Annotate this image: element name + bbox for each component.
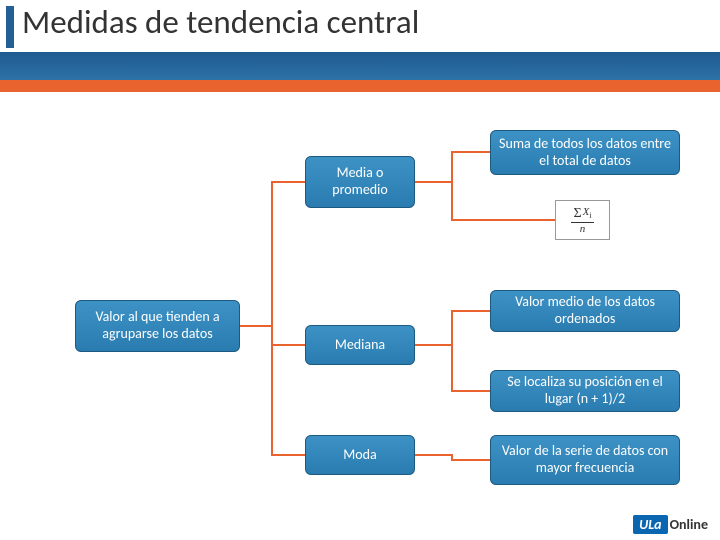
- edge-root-moda: [240, 326, 305, 455]
- slide-title: Medidas de tendencia central: [22, 2, 419, 42]
- edge-root-mediana: [240, 326, 305, 345]
- edge-media-formula: [415, 182, 555, 220]
- title-accent-bar: [6, 6, 14, 48]
- header-orange-band: [0, 80, 720, 92]
- slide-header: Medidas de tendencia central: [0, 0, 720, 95]
- node-moda: Moda: [305, 435, 415, 475]
- edge-moda-moda_def: [415, 455, 490, 460]
- edge-root-media: [240, 182, 305, 326]
- edge-mediana-mediana_def2: [415, 345, 490, 391]
- formula-denominator: n: [580, 223, 586, 235]
- diagram-area: Valor al que tienden a agruparse los dat…: [0, 100, 720, 500]
- online-label: Online: [670, 516, 708, 533]
- node-mediana_def1: Valor medio de los datos ordenados: [490, 290, 680, 332]
- footer-logo: ULa Online: [633, 515, 708, 534]
- node-mediana_def2: Se localiza su posición en el lugar (n +…: [490, 370, 680, 412]
- header-blue-band: [0, 52, 720, 80]
- node-root: Valor al que tienden a agruparse los dat…: [75, 300, 240, 352]
- sigma-symbol: Σ: [573, 206, 581, 222]
- node-mediana: Mediana: [305, 325, 415, 365]
- node-media_def: Suma de todos los datos entre el total d…: [490, 130, 680, 175]
- formula-box: Σ Xi n: [555, 200, 610, 240]
- edge-media-media_def: [415, 152, 490, 182]
- ula-logo-mark: ULa: [633, 515, 667, 534]
- edge-mediana-mediana_def1: [415, 311, 490, 345]
- formula-var: Xi: [583, 206, 592, 220]
- node-moda_def: Valor de la serie de datos con mayor fre…: [490, 435, 680, 485]
- node-media: Media o promedio: [305, 156, 415, 208]
